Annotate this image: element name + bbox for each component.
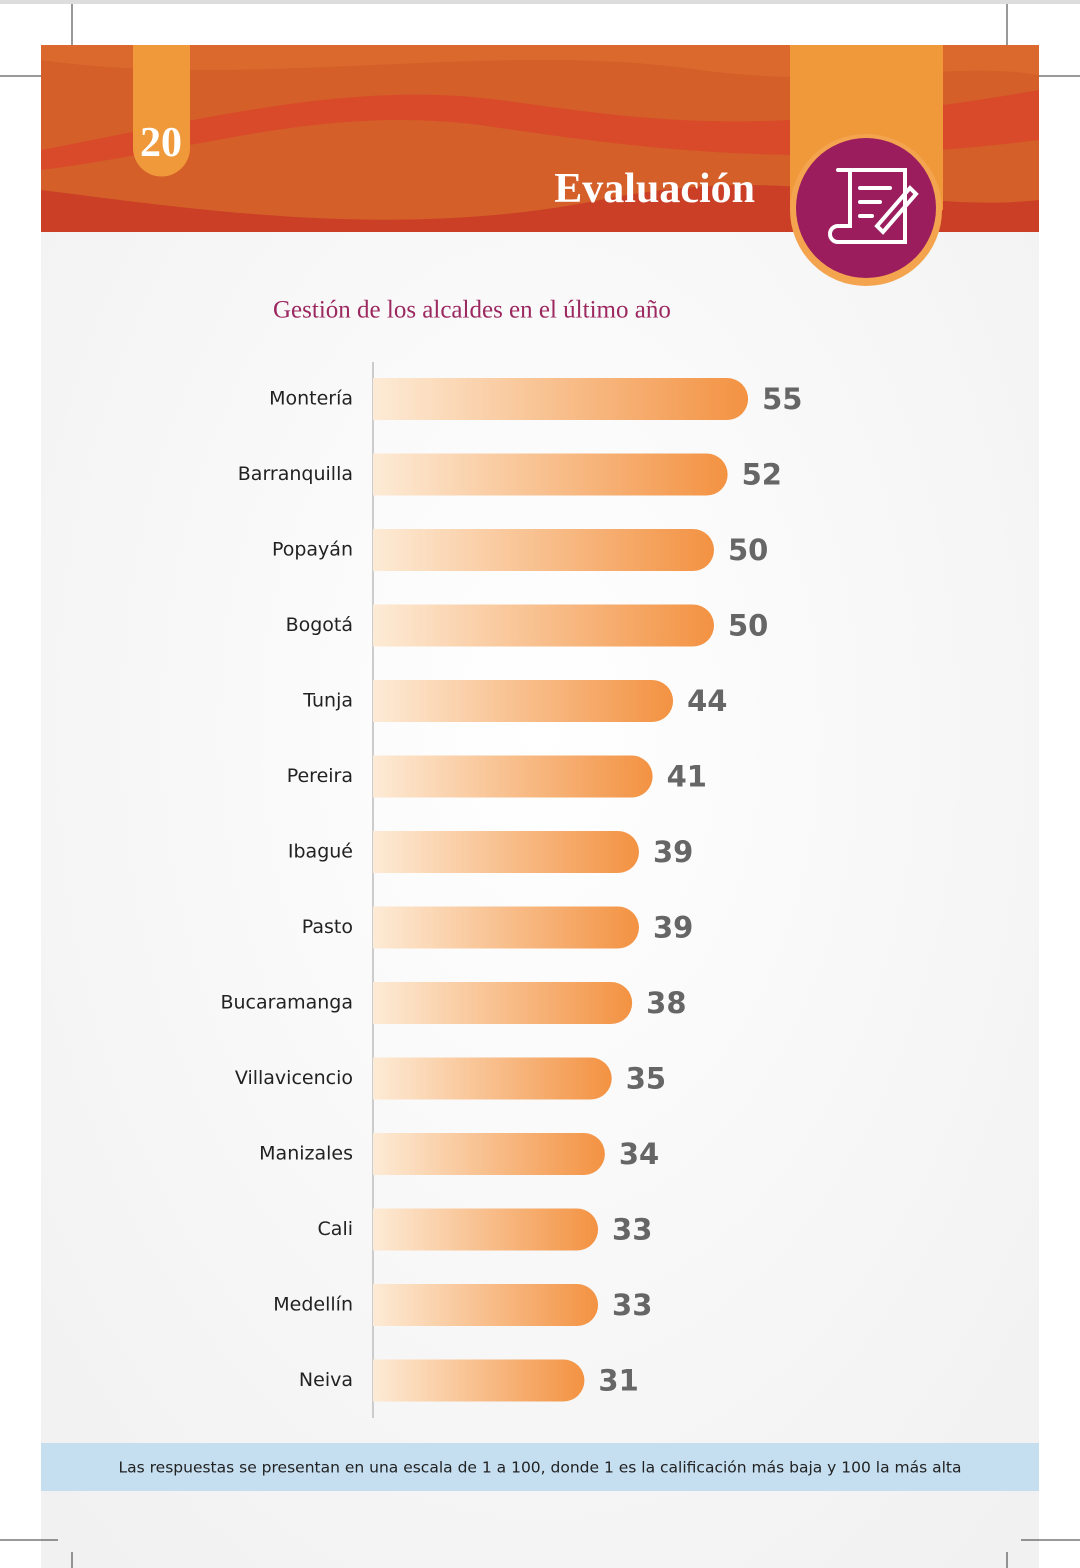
crop-marks — [0, 4, 1080, 1568]
value-label: 52 — [742, 458, 782, 492]
bar — [373, 1208, 599, 1251]
value-label: 33 — [612, 1213, 652, 1247]
value-label: 39 — [653, 835, 693, 869]
document-icon — [828, 168, 919, 244]
value-label: 31 — [598, 1364, 638, 1398]
category-label: Bucaramanga — [220, 992, 353, 1014]
value-label: 50 — [728, 609, 768, 643]
bar — [373, 680, 674, 722]
category-label: Popayán — [272, 539, 353, 561]
category-label: Pasto — [302, 916, 353, 938]
category-label: Montería — [269, 388, 353, 410]
category-label: Pereira — [287, 765, 353, 787]
category-label: Cali — [318, 1218, 353, 1240]
bar — [373, 1284, 599, 1326]
category-label: Tunja — [302, 690, 353, 712]
value-label: 39 — [653, 911, 693, 945]
bar — [373, 906, 639, 949]
bar — [373, 453, 728, 496]
bar — [373, 529, 714, 571]
value-label: 34 — [619, 1137, 659, 1171]
value-label: 55 — [762, 382, 802, 416]
bar — [373, 1359, 585, 1402]
category-label: Manizales — [259, 1143, 353, 1165]
category-label: Bogotá — [286, 614, 353, 636]
bar — [373, 755, 653, 798]
category-label: Ibagué — [288, 841, 353, 863]
section-title: Evaluación — [554, 166, 755, 212]
value-label: 41 — [667, 760, 707, 794]
page-number: 20 — [140, 120, 182, 166]
bar — [373, 1133, 605, 1175]
bar — [373, 982, 633, 1024]
top-edge — [0, 0, 1080, 4]
category-label: Barranquilla — [238, 463, 353, 485]
footnote-band — [41, 1443, 1039, 1491]
bar — [373, 831, 639, 873]
chart-title: Gestión de los alcaldes en el último año — [273, 297, 671, 324]
category-label: Villavicencio — [235, 1067, 353, 1089]
value-label: 33 — [612, 1288, 652, 1322]
value-label: 50 — [728, 533, 768, 567]
value-label: 44 — [687, 684, 727, 718]
bar — [373, 378, 749, 420]
icon-circle — [796, 138, 936, 278]
category-label: Medellín — [273, 1294, 353, 1316]
bar — [373, 604, 714, 647]
footnote: Las respuestas se presentan en una escal… — [119, 1459, 962, 1477]
value-label: 35 — [626, 1062, 666, 1096]
bar — [373, 1057, 612, 1100]
page-tab — [133, 45, 190, 177]
category-label: Neiva — [299, 1369, 353, 1391]
value-label: 38 — [646, 986, 686, 1020]
